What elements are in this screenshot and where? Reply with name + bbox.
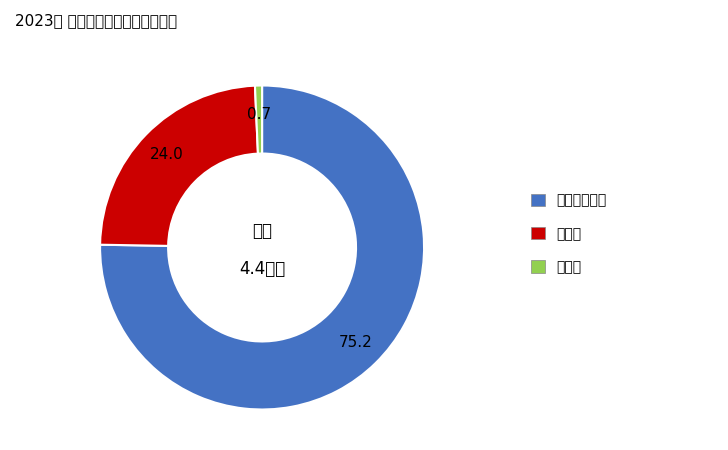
Text: 75.2: 75.2 [339, 335, 372, 350]
Wedge shape [100, 86, 258, 246]
Wedge shape [100, 86, 424, 410]
Legend: フィンランド, ドイツ, その他: フィンランド, ドイツ, その他 [531, 194, 606, 274]
Wedge shape [255, 86, 262, 153]
Text: 24.0: 24.0 [150, 147, 183, 162]
Text: 2023年 輸入相手国のシェア（％）: 2023年 輸入相手国のシェア（％） [15, 14, 177, 28]
Text: 総額: 総額 [252, 222, 272, 240]
Text: 0.7: 0.7 [247, 107, 272, 122]
Text: 4.4億円: 4.4億円 [239, 260, 285, 278]
